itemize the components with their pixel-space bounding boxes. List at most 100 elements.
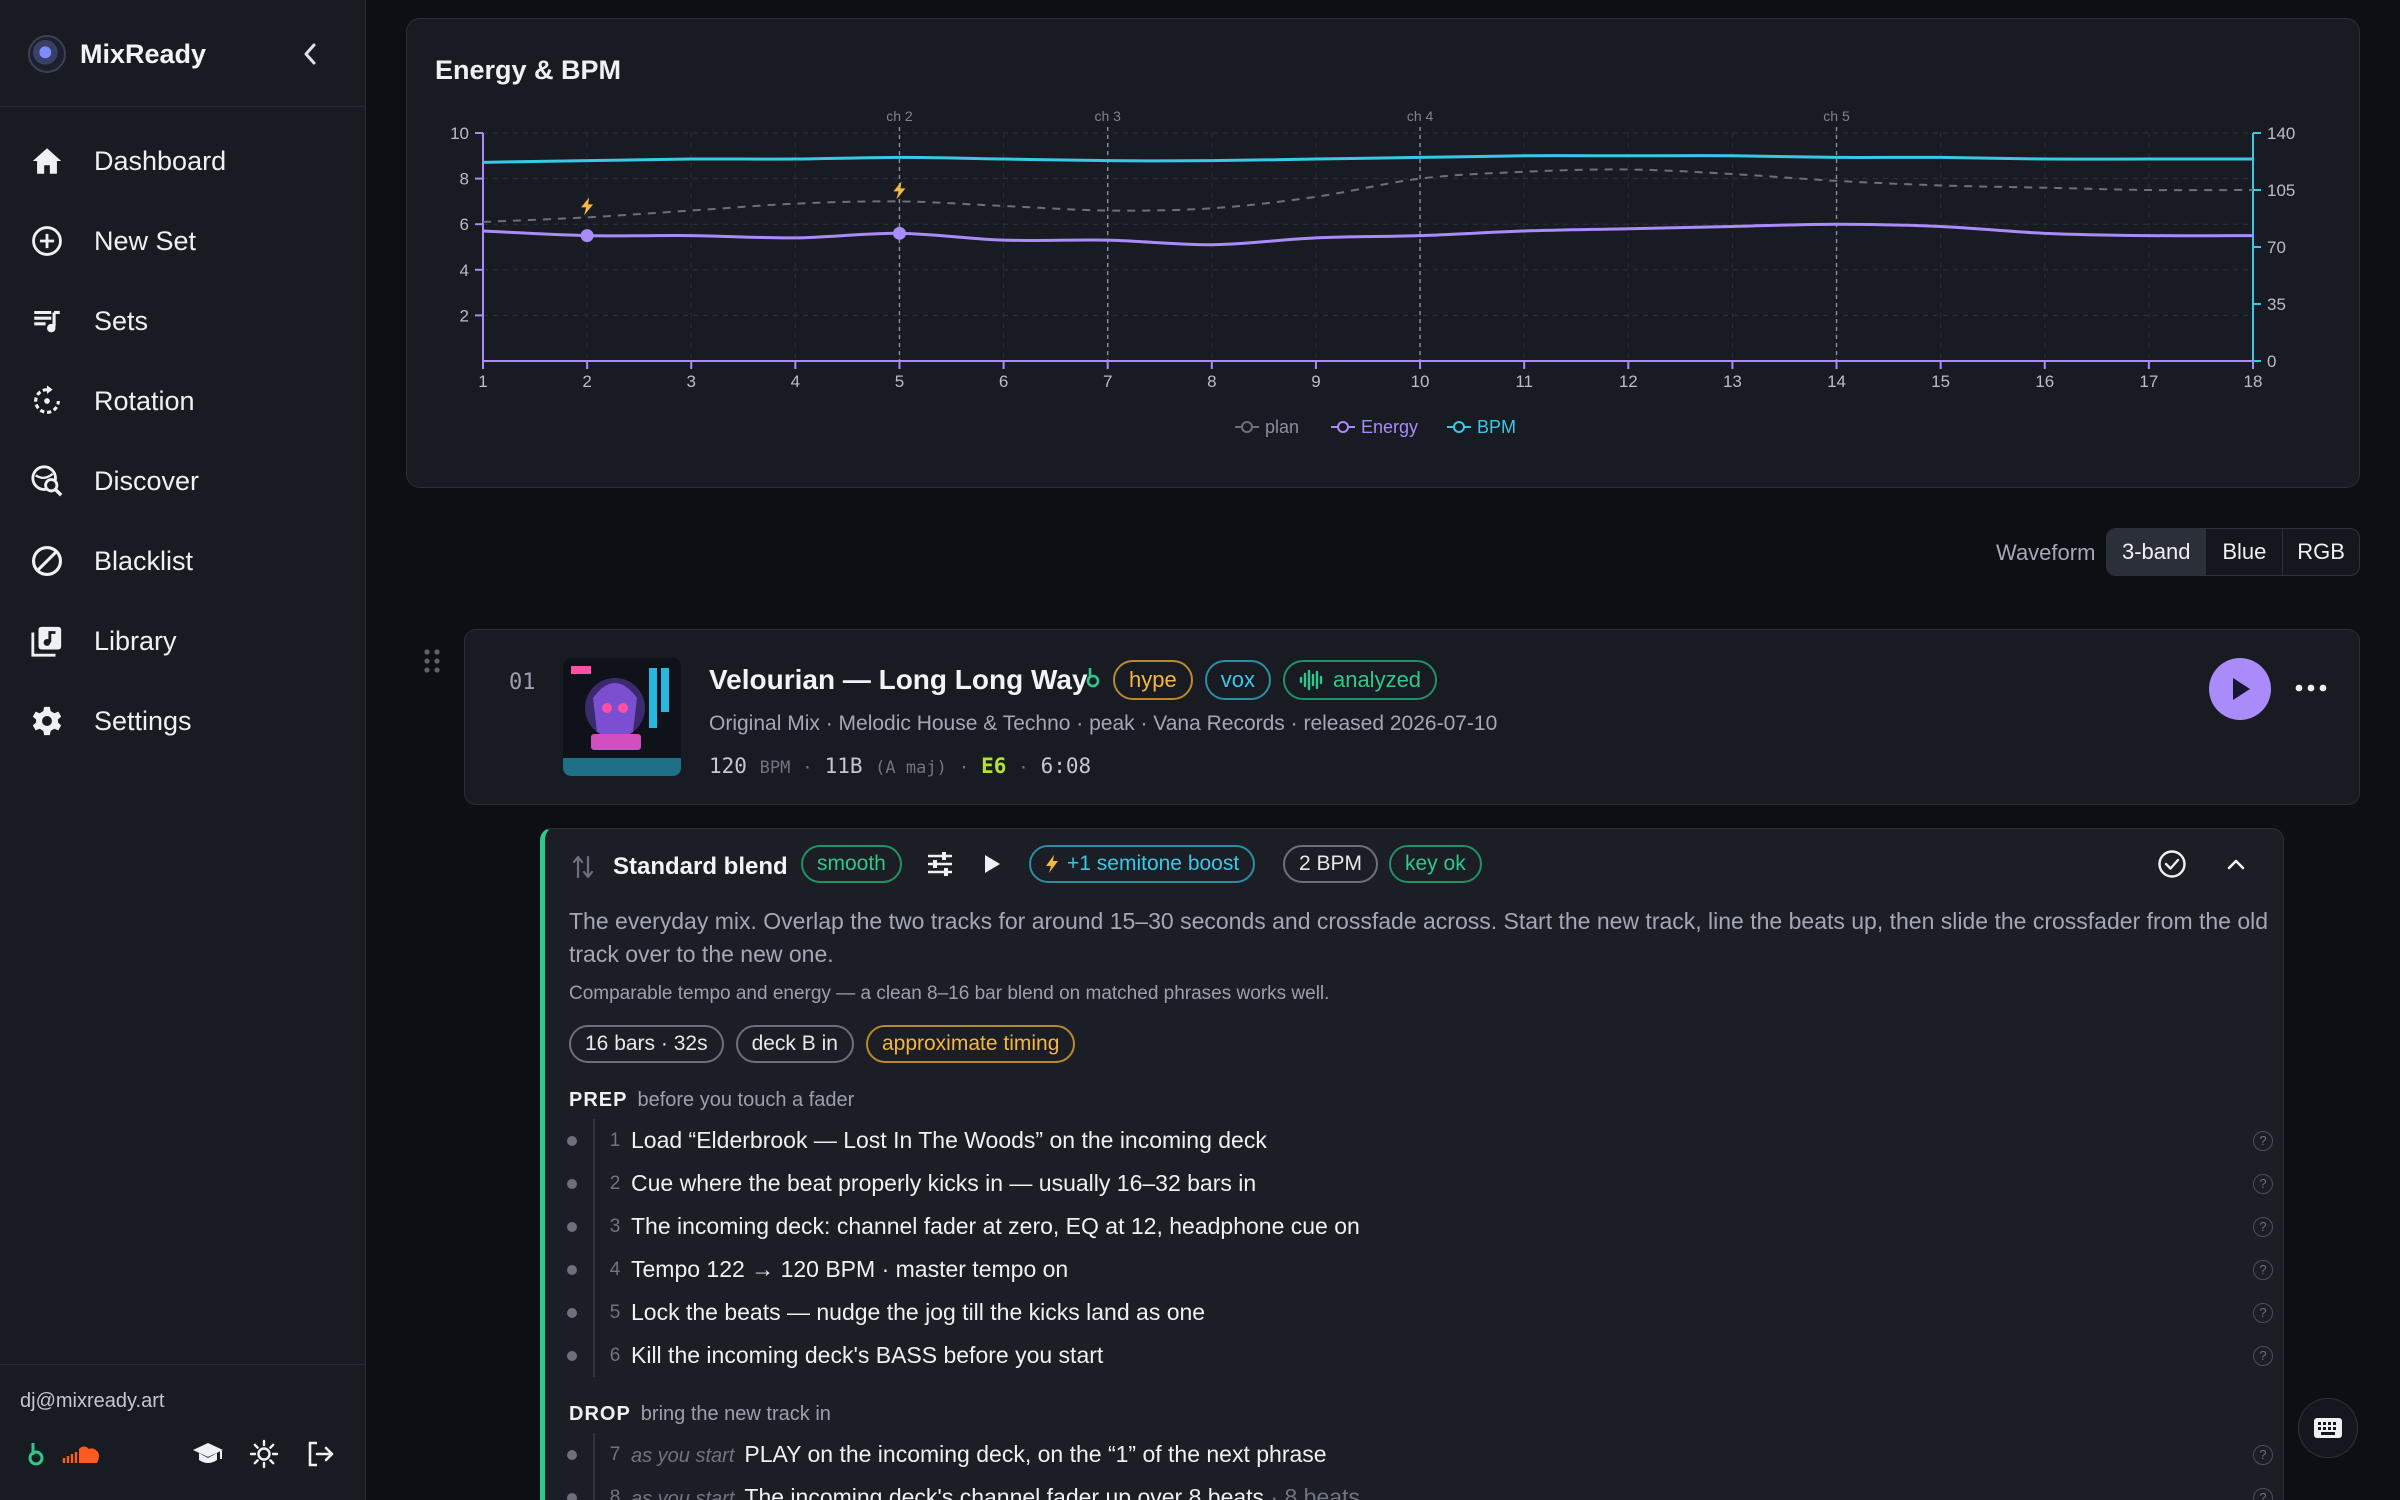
tag-vox[interactable]: vox xyxy=(1204,660,1271,700)
step-bullet xyxy=(567,1135,577,1146)
help-icon[interactable]: ? xyxy=(2253,1487,2273,1500)
track-meta: Original Mix · Melodic House & Techno · … xyxy=(709,712,1498,735)
step-rail xyxy=(593,1162,595,1205)
x-tick-label: 7 xyxy=(1103,372,1112,391)
sidebar-item-rotation[interactable]: Rotation xyxy=(0,361,366,441)
list-item[interactable]: 8 as you start The incoming deck's channel… xyxy=(563,1476,2283,1500)
sidebar-item-label: Library xyxy=(94,625,177,656)
play-icon xyxy=(2233,678,2250,700)
sun-icon[interactable] xyxy=(244,1434,284,1474)
sidebar-item-library[interactable]: Library xyxy=(0,601,366,681)
sidebar-item-label: Dashboard xyxy=(94,145,227,176)
preview-transition-button[interactable] xyxy=(975,847,1009,881)
x-tick-label: 11 xyxy=(1515,372,1533,391)
help-icon[interactable]: ? xyxy=(2253,1302,2273,1323)
transition-header: Standard blend smooth +1 semitone boost … xyxy=(545,845,2283,889)
track-key: 11B (A maj) xyxy=(824,754,947,778)
sidebar-item-label: Settings xyxy=(94,705,192,736)
track-title[interactable]: Velourian — Long Long Way xyxy=(709,664,1088,695)
tag-analyzed[interactable]: analyzed xyxy=(1282,660,1438,700)
help-icon[interactable]: ? xyxy=(2253,1345,2273,1366)
waveform-option-rgb[interactable]: RGB xyxy=(2297,539,2345,564)
soundcloud-icon[interactable] xyxy=(62,1434,102,1474)
drag-handle-icon[interactable] xyxy=(420,648,444,674)
step-rail xyxy=(593,1248,595,1291)
adjust-transition-button[interactable] xyxy=(923,847,957,881)
sidebar-nav: Dashboard New Set Sets Rotation Discover xyxy=(0,121,366,761)
x-tick-label: 6 xyxy=(999,372,1008,391)
sidebar-item-label: Discover xyxy=(94,465,200,496)
track-card[interactable]: 01 Velourian — Long Long Way hype vox an… xyxy=(464,629,2360,805)
step-bullet xyxy=(567,1492,577,1500)
list-item[interactable]: 7 as you start PLAY on the incoming deck, … xyxy=(563,1433,2283,1476)
transition-name: Standard blend xyxy=(613,853,788,880)
sidebar-item-sets[interactable]: Sets xyxy=(0,281,366,361)
transition-note: Comparable tempo and energy — a clean 8–… xyxy=(569,983,1330,1004)
sidebar-item-blacklist[interactable]: Blacklist xyxy=(0,521,366,601)
list-item[interactable]: 4 Tempo 122 → 120 BPM · master tempo on? xyxy=(563,1248,2283,1291)
sidebar-item-new-set[interactable]: New Set xyxy=(0,201,366,281)
help-icon[interactable]: ? xyxy=(2253,1173,2273,1194)
help-icon[interactable]: ? xyxy=(2253,1216,2273,1237)
beatport-icon[interactable] xyxy=(16,1434,56,1474)
help-icon[interactable]: ? xyxy=(2253,1130,2273,1151)
more-options-button[interactable] xyxy=(2291,672,2331,704)
step-when: as you start xyxy=(631,1445,735,1467)
help-icon[interactable]: ? xyxy=(2253,1259,2273,1280)
step-text: as you start The incoming deck's channel … xyxy=(631,1484,1360,1500)
brand-name: MixReady xyxy=(80,38,207,69)
semitone-boost-tag[interactable]: +1 semitone boost xyxy=(1029,845,1256,883)
playlist-icon xyxy=(28,302,66,340)
list-item[interactable]: 2 Cue where the beat properly kicks in — … xyxy=(563,1162,2283,1205)
sidebar-item-discover[interactable]: Discover xyxy=(0,441,366,521)
step-bullet xyxy=(567,1178,577,1189)
mark-done-button[interactable] xyxy=(2155,847,2189,881)
x-tick-label: 9 xyxy=(1311,372,1320,391)
step-number: 5 xyxy=(609,1301,621,1323)
track-bpm: 120 BPM xyxy=(709,754,791,778)
logout-icon[interactable] xyxy=(300,1434,340,1474)
graduation-cap-icon[interactable] xyxy=(188,1434,228,1474)
list-item[interactable]: 3 The incoming deck: channel fader at zer… xyxy=(563,1205,2283,1248)
waveform-option-blue[interactable]: Blue xyxy=(2206,529,2284,575)
sidebar-item-dashboard[interactable]: Dashboard xyxy=(0,121,366,201)
step-number: 2 xyxy=(609,1172,621,1194)
y-right-tick-label: 0 xyxy=(2267,352,2276,371)
chevron-up-icon xyxy=(2227,859,2245,870)
sidebar-footer-divider xyxy=(0,1364,366,1365)
user-email: dj@mixready.art xyxy=(20,1390,165,1412)
waveform-label: Waveform xyxy=(1996,540,2096,565)
collapse-sidebar-button[interactable] xyxy=(292,36,328,72)
rotation-icon xyxy=(28,382,66,420)
list-item[interactable]: 5 Lock the beats — nudge the jog till the… xyxy=(563,1291,2283,1334)
swap-vertical-icon[interactable] xyxy=(571,853,595,881)
separator: · xyxy=(802,758,813,778)
keyboard-shortcuts-button[interactable] xyxy=(2298,1398,2358,1458)
track-duration: 6:08 xyxy=(1040,754,1092,778)
tag-hype[interactable]: hype xyxy=(1113,660,1193,700)
home-icon xyxy=(28,142,66,180)
energy-point xyxy=(580,229,594,243)
collapse-transition-button[interactable] xyxy=(2219,847,2253,881)
library-icon xyxy=(28,622,66,660)
step-rail xyxy=(593,1476,595,1500)
help-icon[interactable]: ? xyxy=(2253,1444,2273,1465)
series-line-bpm xyxy=(482,154,2253,164)
step-rail xyxy=(593,1433,595,1476)
step-action: PLAY on the incoming deck, on the “1” of… xyxy=(744,1441,1327,1467)
legend-item-bpm: BPM xyxy=(1477,417,1516,437)
y-right-tick-label: 35 xyxy=(2267,295,2286,314)
list-item[interactable]: 1 Load “Elderbrook — Lost In The Woods” o… xyxy=(563,1119,2283,1162)
play-track-button[interactable] xyxy=(2209,658,2271,720)
list-item[interactable]: 6 Kill the incoming deck's BASS before yo… xyxy=(563,1334,2283,1377)
x-tick-label: 13 xyxy=(1723,372,1742,391)
lightning-icon xyxy=(893,181,906,200)
separator: · xyxy=(1018,758,1029,778)
step-text: Tempo 122 → 120 BPM · master tempo on xyxy=(631,1256,1069,1282)
sidebar-item-settings[interactable]: Settings xyxy=(0,681,366,761)
brand[interactable]: MixReady xyxy=(28,32,206,76)
x-tick-label: 14 xyxy=(1827,372,1846,391)
waveform-option-3-band[interactable]: 3-band xyxy=(2107,529,2207,575)
energy-point xyxy=(892,226,906,240)
